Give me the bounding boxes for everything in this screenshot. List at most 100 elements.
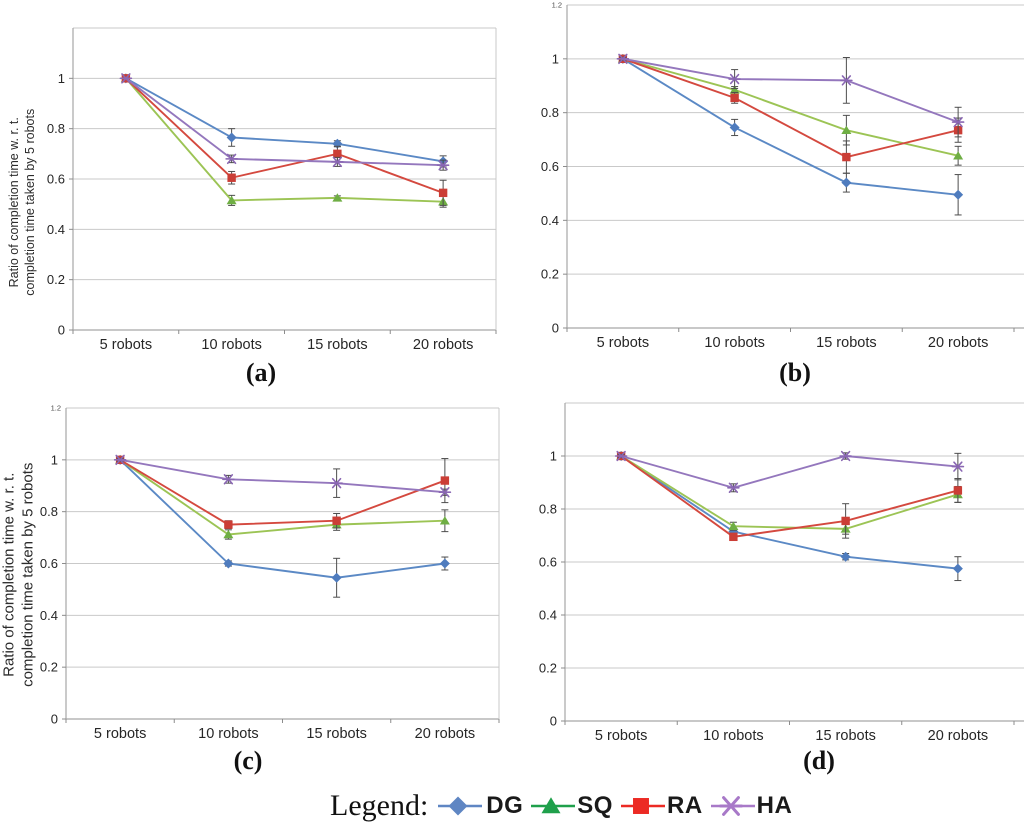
x-tick-label: 10 robots [198, 726, 258, 742]
dg-diamond-marker-icon [226, 132, 237, 143]
y-tick-label: 0 [552, 321, 559, 336]
legend-item-ha-label: HA [756, 792, 793, 819]
ha-asterisk-legend-marker-icon [718, 796, 743, 816]
y-tick-label: 0.2 [539, 661, 557, 676]
series-ha [614, 450, 965, 493]
y-tick-label: 0.6 [40, 556, 58, 571]
ra-square-marker-icon [841, 516, 850, 526]
y-tick-label: 0.2 [47, 272, 65, 287]
ra-square-marker-icon [440, 476, 450, 485]
ra-square-marker-icon [953, 486, 963, 495]
y-tick-label: 0.8 [541, 105, 559, 120]
ra-square-marker-icon [438, 188, 448, 198]
y-tick-label-top: 1.2 [552, 1, 562, 10]
y-tick-label: 0.4 [539, 608, 557, 623]
legend-item-ra: RA [620, 792, 703, 820]
series-sq [616, 451, 963, 535]
dg-diamond-marker-icon [952, 563, 963, 574]
series-dg-line [125, 77, 444, 163]
legend-item-ha: HA [710, 792, 793, 820]
series-ra-line [125, 77, 444, 194]
x-tick-label: 5 robots [595, 728, 647, 744]
series-sq-line [125, 77, 444, 203]
ra-square-marker-icon [729, 532, 738, 542]
series-ha [616, 53, 965, 138]
y-tick-label: 0.8 [539, 502, 557, 517]
legend-title: Legend: [330, 789, 429, 822]
ha-asterisk-marker-icon [616, 53, 630, 65]
y-tick-label: 0.6 [539, 555, 557, 570]
ha-asterisk-marker-icon [727, 482, 740, 493]
ha-asterisk-marker-icon [839, 450, 852, 462]
x-tick-label: 15 robots [815, 728, 875, 744]
ra-square-marker-icon [842, 152, 851, 162]
ha-asterisk-marker-icon [436, 159, 450, 171]
ha-asterisk-marker-icon [840, 75, 853, 86]
series-dg-line [620, 455, 958, 570]
y-tick-label: 1 [51, 452, 58, 467]
dg-diamond-marker-icon [840, 551, 851, 562]
series-ha [113, 454, 452, 498]
x-tick-label: 15 robots [307, 337, 367, 353]
sq-triangle-marker-icon [223, 529, 234, 539]
ha-asterisk-marker-icon [951, 116, 965, 128]
sq-triangle-marker-icon [332, 193, 343, 202]
x-tick-label: 10 robots [201, 337, 261, 353]
chart-c-y-axis-title: Ratio of completion time w. r. t. comple… [0, 430, 38, 720]
ra-square-marker-icon [224, 520, 233, 529]
chart-a-y-axis-title: Ratio of completion time w. r. t. comple… [6, 67, 39, 337]
sq-triangle-marker-icon [439, 516, 450, 525]
series-dg [617, 53, 964, 216]
dg-diamond-marker-icon [223, 558, 234, 569]
x-tick-label: 15 robots [306, 726, 366, 742]
dg-diamond-marker-icon [439, 558, 450, 569]
y-tick-label: 0 [51, 712, 58, 727]
ha-asterisk-marker-icon [331, 156, 344, 168]
ra-square-marker-icon [333, 149, 342, 159]
dg-diamond-marker-icon [729, 122, 740, 133]
series-ha-line [119, 458, 445, 494]
x-tick-label: 5 robots [100, 337, 152, 353]
x-tick-label: 10 robots [704, 335, 764, 351]
chart-d: 00.20.40.60.815 robots 10 robots 15 robots… [539, 402, 1024, 744]
chart-c-y-axis-title-line1: Ratio of completion time w. r. t. [0, 472, 18, 677]
sq-triangle-marker-icon [729, 85, 740, 94]
chart-a-caption: (a) [245, 358, 277, 387]
ha-asterisk-marker-icon [225, 153, 238, 165]
legend-item-sq: SQ [531, 792, 613, 820]
ha-asterisk-marker-icon [438, 487, 452, 498]
chart-c-caption: (c) [233, 746, 263, 775]
series-sq [617, 54, 964, 166]
y-tick-label: 0.4 [541, 213, 559, 228]
x-tick-label: 20 robots [928, 728, 988, 744]
dg-diamond-marker-icon [953, 189, 964, 200]
y-tick-label: 0 [550, 714, 557, 729]
sq-triangle-marker-icon [226, 195, 237, 205]
chart-c: 0 0.2 0.4 0.6 0.8 1 1.2 5 robots 10 robots 15 rob… [40, 404, 500, 742]
chart-b-caption: (b) [779, 358, 811, 387]
y-tick-label: 1 [58, 71, 65, 86]
series-ra-line [620, 455, 959, 538]
series-ra-line [119, 459, 446, 526]
series-dg-line [622, 58, 959, 196]
dg-diamond-marker-icon [331, 572, 342, 583]
y-tick-label-top: 1.2 [51, 404, 61, 413]
chart-c-y-axis-title-line2: completion time taken by 5 robots [19, 462, 36, 687]
legend-item-dg: DG [438, 792, 523, 820]
chart-a: 00.20.40.60.815 robots 10 robots 15 robots… [47, 27, 497, 353]
y-tick-label: 1 [552, 51, 559, 66]
legend-item-sq-label: SQ [577, 792, 613, 819]
series-ha-line [622, 57, 959, 123]
chart-a-y-axis-title-line1: Ratio of completion time w. r. t. [6, 117, 21, 288]
series-sq-line [119, 459, 445, 536]
ha-asterisk-marker-icon [119, 73, 133, 84]
ra-square-marker-icon [332, 516, 341, 525]
x-tick-label: 15 robots [816, 335, 876, 351]
x-tick-label: 20 robots [413, 337, 473, 353]
y-tick-label: 0 [58, 323, 65, 338]
chart-d-caption: (d) [803, 746, 835, 775]
ra-square-legend-icon [620, 798, 665, 814]
y-tick-label: 0.4 [40, 608, 58, 623]
sq-triangle-marker-icon [728, 521, 739, 531]
